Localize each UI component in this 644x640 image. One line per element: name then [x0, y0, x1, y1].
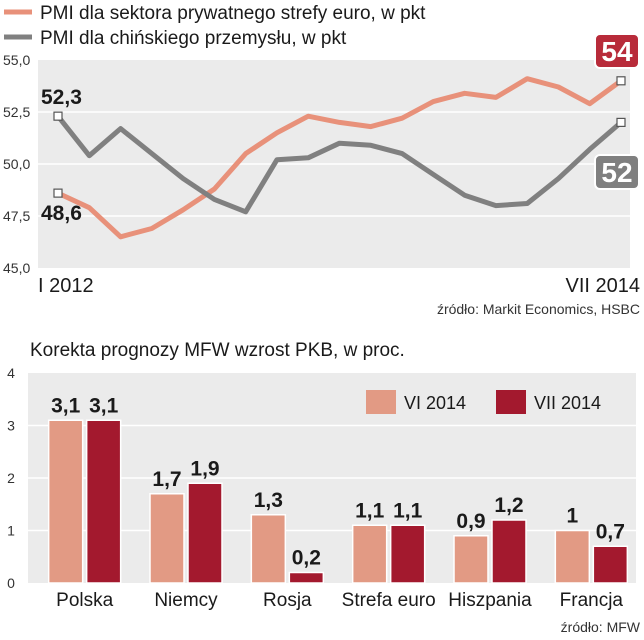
bar-value-label: 1,1 — [355, 499, 385, 522]
bar-legend-swatch-0 — [366, 390, 396, 414]
bar-value-label: 3,1 — [89, 394, 119, 417]
bar-source: źródło: MFW — [561, 619, 641, 635]
bar-strefa-euro-1 — [389, 524, 426, 584]
series-1-marker-end — [616, 117, 626, 128]
line-x-end-label: VII 2014 — [565, 275, 640, 297]
bar-niemcy-1 — [187, 482, 223, 584]
bar-value-label: 1,9 — [190, 457, 219, 480]
bar-legend-label-1: VII 2014 — [534, 393, 601, 413]
bar-chart-title: Korekta prognozy MFW wzrost PKB, w proc. — [30, 340, 405, 361]
bar-ytick-4: 0 — [7, 575, 15, 591]
legend-label-0: PMI dla sektora prywatnego strefy euro, … — [40, 3, 426, 24]
bar-ytick-1: 3 — [7, 418, 15, 434]
bar-category-label: Strefa euro — [342, 590, 436, 611]
bar-polska-1 — [85, 419, 122, 584]
bar-value-label: 1,7 — [152, 468, 181, 491]
bar-value-label: 1,2 — [494, 494, 523, 517]
bar-value-label: 1,1 — [393, 499, 423, 522]
bar-niemcy-0 — [149, 493, 185, 584]
bar-hiszpania-0 — [453, 535, 489, 584]
bar-category-label: Polska — [56, 590, 113, 611]
bar-francja-1 — [592, 545, 629, 584]
bar-polska-0 — [47, 419, 84, 584]
china-end-badge: 52 — [601, 157, 632, 188]
line-ytick-0: 55,0 — [3, 52, 30, 68]
bar-category-label: Rosja — [263, 590, 312, 611]
bar-hiszpania-1 — [491, 519, 527, 584]
euro-start-label: 48,6 — [41, 202, 82, 225]
bar-category-label: Hiszpania — [448, 590, 532, 611]
series-line-0 — [55, 76, 624, 240]
bar-ytick-3: 1 — [7, 523, 15, 539]
line-x-start-label: I 2012 — [38, 275, 94, 297]
bar-category-label: Niemcy — [154, 590, 218, 611]
bar-legend-label-0: VI 2014 — [404, 393, 466, 413]
line-ytick-4: 45,0 — [3, 260, 30, 276]
bar-value-label: 0,9 — [456, 510, 485, 533]
bar-value-label: 3,1 — [51, 394, 81, 417]
line-source: źródło: Markit Economics, HSBC — [437, 301, 640, 317]
series-1-marker-start — [53, 111, 63, 121]
series-0-marker-start — [53, 188, 63, 198]
bar-value-label: 0,7 — [596, 520, 625, 543]
series-0-marker-end — [616, 76, 626, 86]
bar-strefa-euro-0 — [351, 524, 388, 584]
series-line-1 — [55, 113, 624, 215]
line-ytick-1: 52,5 — [3, 104, 30, 120]
china-start-label: 52,3 — [41, 86, 82, 109]
bar-value-label: 1 — [566, 505, 578, 528]
bar-ytick-0: 4 — [7, 365, 15, 381]
line-ytick-3: 47,5 — [3, 208, 30, 224]
euro-end-badge: 54 — [601, 36, 633, 67]
china-end-badge-box — [594, 154, 640, 190]
bar-legend-swatch-1 — [496, 390, 526, 414]
line-ytick-2: 50,0 — [3, 156, 30, 172]
bar-francja-0 — [554, 529, 591, 584]
bar-rosja-1 — [288, 571, 325, 584]
bar-value-label: 0,2 — [292, 547, 321, 570]
bar-rosja-0 — [250, 514, 287, 584]
bar-category-label: Francja — [560, 590, 624, 611]
bar-ytick-2: 2 — [7, 470, 15, 486]
euro-end-badge-box — [594, 33, 640, 69]
legend-label-1: PMI dla chińskiego przemysłu, w pkt — [40, 28, 347, 49]
bar-value-label: 1,3 — [254, 489, 283, 512]
